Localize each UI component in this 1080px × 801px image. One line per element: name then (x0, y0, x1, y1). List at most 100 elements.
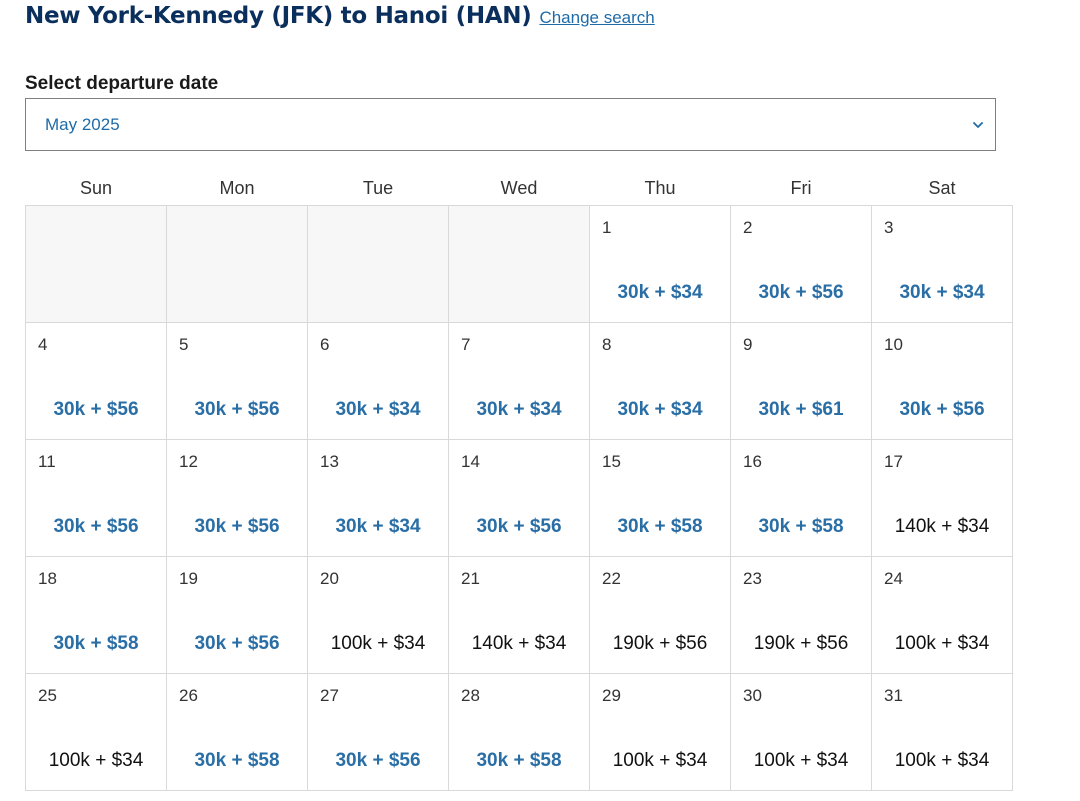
weekday-header: Sun (79, 178, 113, 198)
day-price: 30k + $34 (617, 282, 703, 303)
calendar-week-row: 1 30k + $34 2 30k + $56 3 30k + $34 (25, 205, 1013, 323)
day-number: 22 (602, 569, 621, 588)
day-price: 30k + $56 (194, 516, 280, 537)
chevron-down-icon (973, 122, 983, 128)
day-price: 30k + $56 (335, 750, 421, 771)
calendar-day-cell[interactable]: 21 140k + $34 (448, 556, 590, 674)
weekday-header-row: Sun Mon Tue Wed Thu Fri Sat (26, 178, 1013, 206)
day-price: 30k + $56 (194, 633, 280, 654)
weekday-header: Sat (928, 178, 956, 198)
calendar-day-cell[interactable]: 10 30k + $56 (871, 322, 1013, 440)
day-price: 100k + $34 (330, 633, 426, 654)
page-title: New York-Kennedy (JFK) to Hanoi (HAN) (25, 3, 532, 29)
day-price: 30k + $56 (53, 399, 139, 420)
calendar-day-cell[interactable]: 26 30k + $58 (166, 673, 308, 791)
weekday-header: Mon (219, 178, 255, 198)
calendar-day-cell[interactable]: 31 100k + $34 (871, 673, 1013, 791)
day-price: 30k + $34 (617, 399, 703, 420)
calendar-day-cell[interactable]: 8 30k + $34 (589, 322, 731, 440)
day-number: 31 (884, 686, 903, 705)
calendar-week-row: 4 30k + $56 5 30k + $56 6 30k + $34 7 30k + $34… (25, 322, 1013, 440)
calendar-day-cell[interactable]: 29 100k + $34 (589, 673, 731, 791)
calendar-day-cell[interactable]: 30 100k + $34 (730, 673, 872, 791)
calendar-day-cell[interactable]: 3 30k + $34 (871, 205, 1013, 323)
calendar-day-cell[interactable]: 7 30k + $34 (448, 322, 590, 440)
calendar-day-cell[interactable]: 1 30k + $34 (589, 205, 731, 323)
calendar-day-cell[interactable]: 18 30k + $58 (25, 556, 167, 674)
day-price: 100k + $34 (48, 750, 144, 771)
day-number: 29 (602, 686, 621, 705)
calendar-day-cell[interactable]: 23 190k + $56 (730, 556, 872, 674)
day-price: 30k + $56 (476, 516, 562, 537)
day-price: 30k + $34 (335, 399, 421, 420)
calendar-week-row: 18 30k + $58 19 30k + $56 20 100k + $34 21 140k… (25, 556, 1013, 674)
day-number: 1 (602, 218, 612, 237)
day-number: 8 (602, 335, 612, 354)
calendar-day-cell[interactable]: 14 30k + $56 (448, 439, 590, 557)
departure-date-label: Select departure date (25, 73, 219, 94)
day-number: 6 (320, 335, 330, 354)
calendar-day-cell[interactable]: 20 100k + $34 (307, 556, 449, 674)
day-price: 140k + $34 (894, 516, 990, 537)
calendar-empty-cell (307, 205, 449, 323)
calendar-day-cell[interactable]: 19 30k + $56 (166, 556, 308, 674)
day-number: 5 (179, 335, 189, 354)
day-number: 14 (461, 452, 480, 471)
day-price: 100k + $34 (894, 633, 990, 654)
month-select-value: May 2025 (45, 114, 120, 134)
calendar-day-cell[interactable]: 17 140k + $34 (871, 439, 1013, 557)
weekday-header: Fri (790, 178, 812, 198)
calendar-week-row: 25 100k + $34 26 30k + $58 27 30k + $56 28 30k … (25, 673, 1013, 791)
day-price: 30k + $58 (53, 633, 139, 654)
day-number: 13 (320, 452, 339, 471)
day-number: 20 (320, 569, 339, 588)
calendar-day-cell[interactable]: 13 30k + $34 (307, 439, 449, 557)
day-number: 30 (743, 686, 762, 705)
day-price: 30k + $56 (194, 399, 280, 420)
calendar-grid: Sun Mon Tue Wed Thu Fri Sat 1 30k + $34 2 30k + $… (25, 178, 1013, 791)
day-number: 3 (884, 218, 894, 237)
day-price: 30k + $58 (476, 750, 562, 771)
day-number: 18 (38, 569, 57, 588)
page-header: New York-Kennedy (JFK) to Hanoi (HAN) Ch… (25, 3, 655, 29)
day-price: 30k + $58 (617, 516, 703, 537)
day-price: 30k + $58 (758, 516, 844, 537)
calendar-day-cell[interactable]: 12 30k + $56 (166, 439, 308, 557)
calendar-week-row: 11 30k + $56 12 30k + $56 13 30k + $34 14 30k +… (25, 439, 1013, 557)
day-number: 2 (743, 218, 753, 237)
day-number: 25 (38, 686, 57, 705)
day-number: 10 (884, 335, 903, 354)
day-number: 21 (461, 569, 480, 588)
calendar-day-cell[interactable]: 24 100k + $34 (871, 556, 1013, 674)
day-number: 23 (743, 569, 762, 588)
day-price: 30k + $34 (476, 399, 562, 420)
calendar-day-cell[interactable]: 16 30k + $58 (730, 439, 872, 557)
calendar-day-cell[interactable]: 28 30k + $58 (448, 673, 590, 791)
calendar-day-cell[interactable]: 5 30k + $56 (166, 322, 308, 440)
calendar-day-cell[interactable]: 25 100k + $34 (25, 673, 167, 791)
day-number: 12 (179, 452, 198, 471)
calendar-day-cell[interactable]: 15 30k + $58 (589, 439, 731, 557)
calendar-day-cell[interactable]: 11 30k + $56 (25, 439, 167, 557)
calendar-day-cell[interactable]: 27 30k + $56 (307, 673, 449, 791)
calendar-day-cell[interactable]: 9 30k + $61 (730, 322, 872, 440)
calendar-day-cell[interactable]: 22 190k + $56 (589, 556, 731, 674)
day-number: 28 (461, 686, 480, 705)
weekday-header: Thu (644, 178, 676, 198)
calendar-day-cell[interactable]: 2 30k + $56 (730, 205, 872, 323)
change-search-link[interactable]: Change search (539, 8, 655, 27)
day-number: 4 (38, 335, 48, 354)
calendar-day-cell[interactable]: 6 30k + $34 (307, 322, 449, 440)
day-number: 11 (38, 452, 56, 471)
day-price: 30k + $34 (335, 516, 421, 537)
day-number: 15 (602, 452, 621, 471)
month-select[interactable]: May 2025 (25, 98, 996, 151)
calendar-empty-cell (25, 205, 167, 323)
day-price: 190k + $56 (612, 633, 708, 654)
calendar-day-cell[interactable]: 4 30k + $56 (25, 322, 167, 440)
day-number: 17 (884, 452, 903, 471)
day-price: 190k + $56 (753, 633, 849, 654)
day-number: 16 (743, 452, 762, 471)
day-price: 100k + $34 (612, 750, 708, 771)
calendar-empty-cell (448, 205, 590, 323)
